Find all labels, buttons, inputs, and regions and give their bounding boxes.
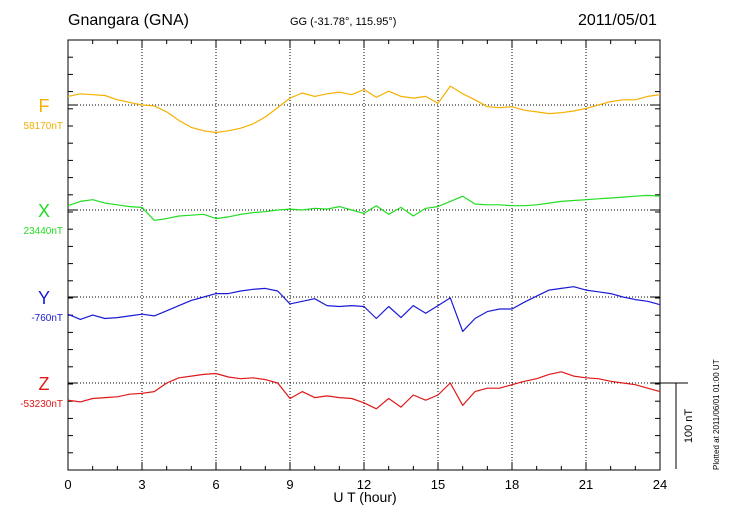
series-baseline-label-z: -53230nT: [20, 399, 63, 410]
axis-ticks: 0 3 6 9 12 15 18 21 24: [64, 39, 667, 492]
x-tick-label: 9: [286, 477, 293, 492]
series-baseline-label-y: -760nT: [31, 313, 63, 324]
series-line-x: [67, 194, 661, 221]
grid-lines: [68, 40, 660, 470]
plotted-note: Plotted at 2011/06/01 01:00 UT: [712, 359, 721, 470]
x-axis-label: U T (hour): [333, 489, 396, 505]
station-title: Gnangara (GNA): [68, 12, 189, 29]
series-baseline-label-x: 23440nT: [24, 226, 63, 237]
series-line-f: [67, 85, 661, 134]
x-tick-label: 21: [579, 477, 593, 492]
series-baseline-label-f: 58170nT: [24, 121, 63, 132]
x-tick-label: 15: [431, 477, 445, 492]
series-name-f: F: [39, 96, 50, 116]
series-group: F 58170nT X 23440nT Y -760nT Z -53230nT: [20, 85, 661, 410]
series-name-z: Z: [39, 374, 50, 394]
series-name-y: Y: [38, 288, 50, 308]
series-line-y: [67, 286, 661, 332]
date-label: 2011/05/01: [578, 12, 657, 29]
x-tick-label: 0: [64, 477, 71, 492]
x-tick-label: 18: [505, 477, 519, 492]
x-tick-label: 24: [653, 477, 667, 492]
x-tick-label: 6: [212, 477, 219, 492]
scale-bar: 100 nT: [660, 382, 695, 469]
scale-bar-label: 100 nT: [683, 409, 695, 444]
series-line-z: [67, 371, 661, 410]
x-tick-label: 3: [138, 477, 145, 492]
station-coordinates: GG (-31.78°, 115.95°): [290, 16, 397, 28]
series-name-x: X: [38, 201, 50, 221]
x-tick-label: 12: [357, 477, 371, 492]
plot-frame: [67, 39, 661, 471]
